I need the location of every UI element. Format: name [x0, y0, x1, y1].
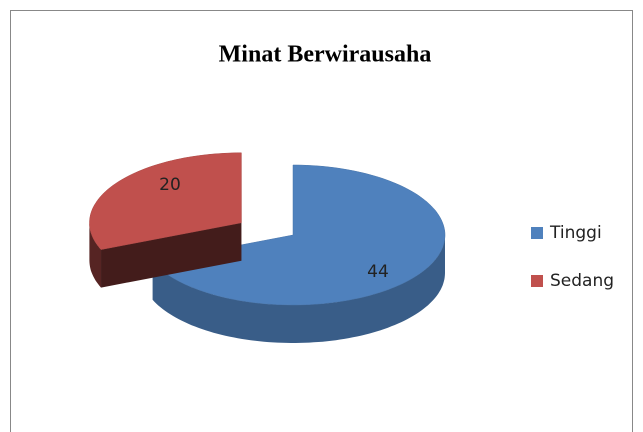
chart-title: Minat Berwirausaha [219, 42, 432, 68]
slice-side [152, 235, 445, 343]
data-label: 20 [159, 175, 181, 195]
slice-top [89, 152, 242, 250]
slice-cut-face [101, 222, 242, 288]
legend-swatch [531, 275, 543, 287]
legend-label: Sedang [550, 271, 614, 291]
legend-label: Tinggi [549, 223, 602, 243]
slice-top [152, 164, 446, 306]
data-label: 44 [367, 262, 389, 282]
slice: 44 [152, 164, 446, 343]
legend-swatch [531, 227, 543, 239]
slice: 20 [89, 152, 242, 288]
slice-side [89, 222, 101, 288]
